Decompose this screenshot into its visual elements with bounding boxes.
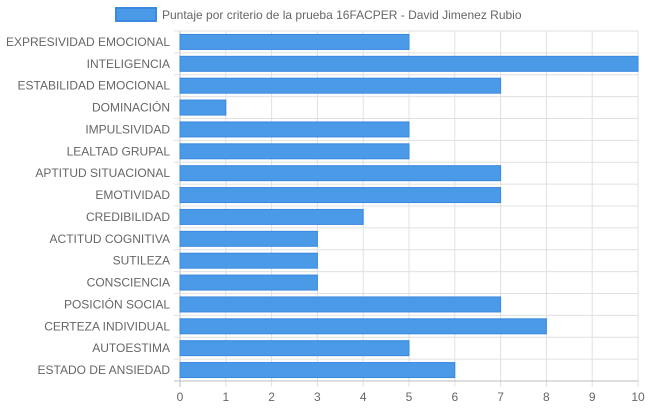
bar[interactable] (179, 143, 410, 160)
category-label: ESTABILIDAD EMOCIONAL (18, 79, 171, 93)
category-label: INTELIGENCIA (87, 57, 170, 71)
bar[interactable] (179, 230, 318, 247)
bars (179, 33, 639, 379)
bar[interactable] (179, 55, 639, 72)
x-tick-label: 3 (314, 390, 321, 404)
bar[interactable] (179, 340, 410, 357)
category-label: SUTILEZA (113, 254, 170, 268)
category-label: CREDIBILIDAD (86, 210, 170, 224)
category-label: ESTADO DE ANSIEDAD (38, 363, 171, 377)
bar[interactable] (179, 252, 318, 269)
x-tick-label: 2 (268, 390, 275, 404)
bar[interactable] (179, 296, 502, 313)
bar[interactable] (179, 121, 410, 138)
legend-series-label: Puntaje por criterio de la prueba 16FACP… (162, 8, 522, 22)
category-label: ACTITUD COGNITIVA (50, 232, 170, 246)
legend[interactable]: Puntaje por criterio de la prueba 16FACP… (115, 7, 522, 22)
bar[interactable] (179, 165, 502, 182)
x-tick-label: 7 (497, 390, 504, 404)
category-label: LEALTAD GRUPAL (67, 144, 171, 158)
x-tick-label: 9 (589, 390, 596, 404)
category-label: POSICIÓN SOCIAL (64, 296, 170, 311)
x-tick-label: 8 (543, 390, 550, 404)
x-tick-label: 5 (406, 390, 413, 404)
category-label: CERTEZA INDIVIDUAL (44, 319, 170, 333)
x-tick-label: 10 (631, 390, 645, 404)
category-label: AUTOESTIMA (92, 341, 170, 355)
category-label: IMPULSIVIDAD (85, 122, 170, 136)
category-label: CONSCIENCIA (87, 276, 170, 290)
category-label: EMOTIVIDAD (95, 188, 170, 202)
x-tick-label: 4 (360, 390, 367, 404)
x-tick-label: 0 (177, 390, 184, 404)
legend-swatch (115, 7, 157, 22)
bar[interactable] (179, 318, 547, 335)
category-labels: EXPRESIVIDAD EMOCIONAL INTELIGENCIA ESTABI… (6, 35, 170, 377)
category-label: DOMINACIÓN (92, 100, 170, 115)
x-tick-label: 6 (451, 390, 458, 404)
bar[interactable] (179, 77, 502, 94)
x-tick-label: 1 (222, 390, 229, 404)
bar[interactable] (179, 208, 364, 225)
x-axis-ticks: 0 1 2 3 4 5 6 7 8 9 10 (177, 390, 645, 404)
category-label: APTITUD SITUACIONAL (35, 166, 170, 180)
bar[interactable] (179, 33, 410, 50)
bar[interactable] (179, 187, 502, 204)
bar[interactable] (179, 362, 456, 379)
bar[interactable] (179, 274, 318, 291)
bar[interactable] (179, 99, 227, 116)
category-label: EXPRESIVIDAD EMOCIONAL (6, 35, 170, 49)
